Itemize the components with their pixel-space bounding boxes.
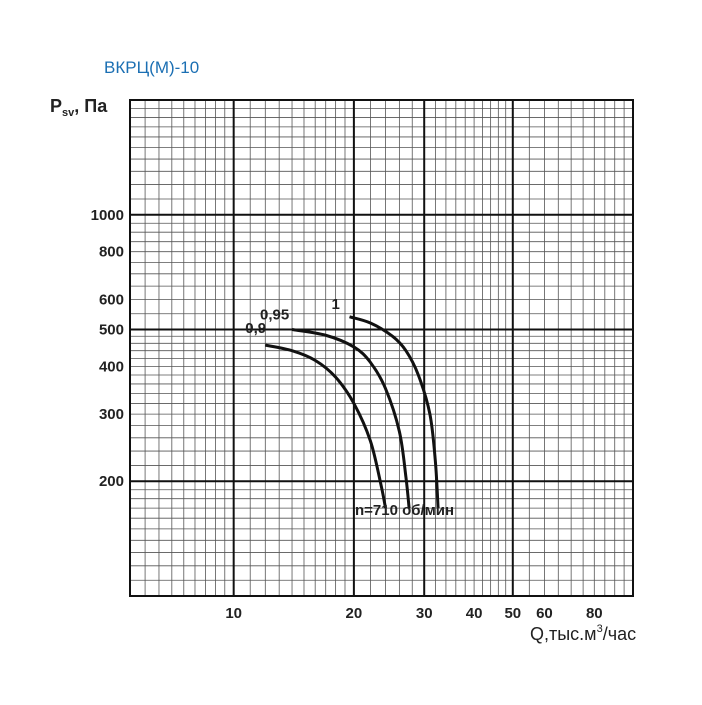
chart-title: ВКРЦ(М)-10 [104,58,199,77]
x-axis-label-sup: 3 [597,623,603,635]
series-label: 0,9 [245,320,266,337]
series-label: 1 [331,296,339,313]
y-tick-label: 600 [99,291,124,308]
x-tick-label: 50 [504,605,521,622]
series-label: 0,95 [260,307,289,324]
series-curve-1 [349,315,440,509]
minor-grid [130,100,633,596]
plot-frame [129,99,634,597]
y-tick-label: 1000 [91,207,124,224]
x-tick-labels: 10 20 30 40 50 60 80 [225,605,602,622]
y-axis-label: Psv, Па [50,96,108,119]
y-tick-label: 500 [99,322,124,339]
x-tick-label: 20 [346,605,363,622]
x-axis-label: Q,тыс.м3/час [530,623,636,644]
y-tick-label: 400 [99,358,124,375]
x-axis-label-prefix: Q,тыс.м [530,624,597,644]
series-labels: 0,90,95 1 [245,296,340,337]
x-tick-label: 30 [416,605,433,622]
y-tick-label: 800 [99,244,124,261]
y-axis-label-main: P [50,96,62,116]
x-tick-label: 80 [586,605,603,622]
series-curve-0-95 [291,328,411,509]
x-tick-label: 10 [225,605,242,622]
x-tick-label: 60 [536,605,553,622]
y-axis-label-suffix: , Па [74,96,108,116]
x-tick-label: 40 [466,605,483,622]
major-grid [130,100,633,596]
y-tick-labels: 200 300 400 500 600 800 1000 [91,207,124,490]
y-tick-label: 300 [99,406,124,423]
series-lines [264,315,440,509]
y-axis-label-sub: sv [62,107,75,119]
x-axis-label-suffix: /час [603,624,636,644]
y-tick-label: 200 [99,473,124,490]
speed-annotation: n=710 об/мин [355,502,454,519]
series-curve-0-9 [264,343,387,509]
